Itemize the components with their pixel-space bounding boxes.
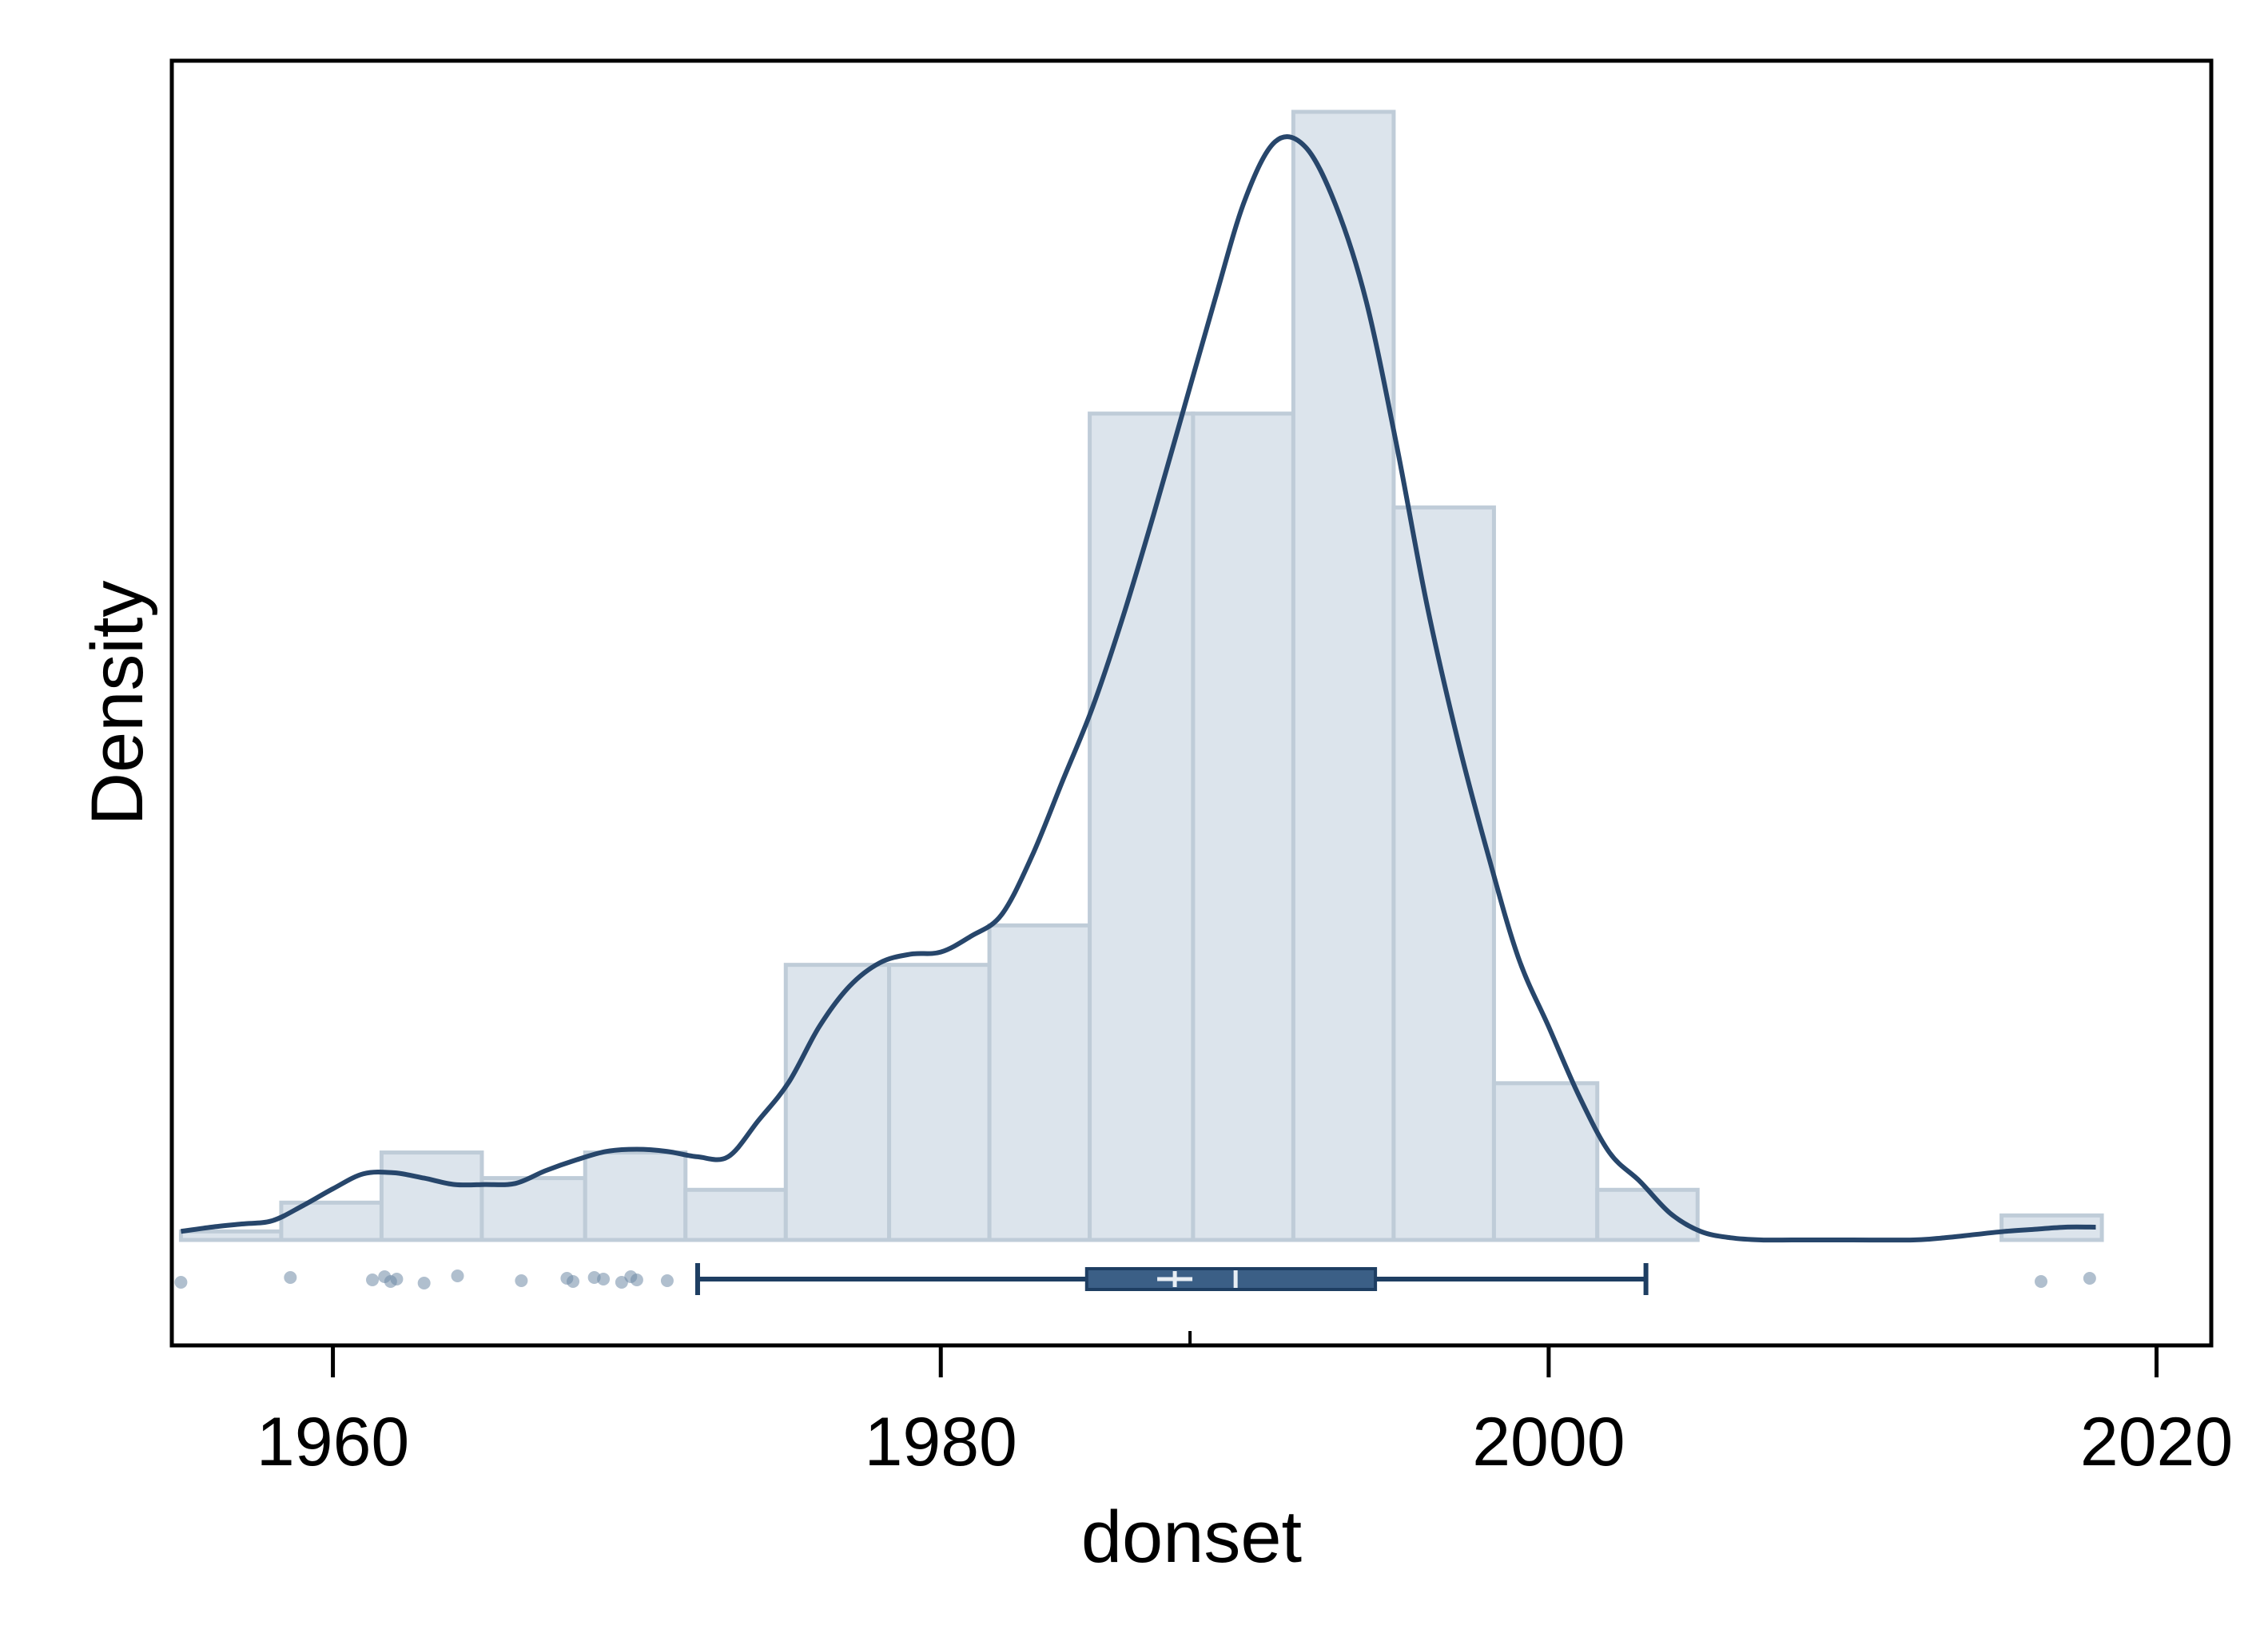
histogram-bar-5	[683, 1187, 788, 1242]
outlier-point-16	[660, 1274, 674, 1287]
histogram-bar-3	[479, 1176, 587, 1242]
histogram-bar-8	[987, 923, 1092, 1242]
x-tick-label-3: 2020	[2080, 1404, 2233, 1480]
outlier-point-6	[417, 1277, 431, 1289]
boxplot-box	[1084, 1267, 1378, 1291]
boxplot	[694, 1263, 1649, 1295]
x-tick-label-0: 1960	[257, 1404, 409, 1480]
x-axis: 1960 1980 2000 2020	[257, 1331, 2233, 1480]
outlier-point-0	[174, 1276, 188, 1289]
outlier-point-5	[390, 1273, 404, 1285]
kde-curve	[180, 134, 2096, 1243]
histogram-bar-2	[379, 1150, 484, 1242]
histogram-bar-4	[583, 1150, 688, 1242]
outlier-point-7	[451, 1270, 464, 1282]
histogram-bar-12	[1391, 505, 1496, 1242]
histogram-bar-13	[1491, 1081, 1600, 1242]
outlier-point-1	[284, 1271, 297, 1284]
histogram-bars	[178, 109, 2104, 1242]
histogram-bar-0	[178, 1229, 284, 1242]
histogram-bar-9	[1088, 411, 1196, 1242]
outlier-points	[174, 1270, 2096, 1289]
y-axis-title: Density	[77, 581, 158, 826]
x-tick-label-2: 2000	[1472, 1404, 1625, 1480]
outlier-point-18	[2083, 1272, 2096, 1285]
x-tick-label-1: 1980	[865, 1404, 1017, 1480]
outlier-point-2	[366, 1274, 380, 1286]
x-axis-title: donset	[1081, 1496, 1302, 1578]
outlier-point-12	[597, 1273, 611, 1285]
outlier-point-17	[2035, 1275, 2048, 1288]
histogram-bar-6	[783, 963, 892, 1242]
outlier-point-8	[515, 1274, 528, 1287]
histogram-bar-10	[1191, 411, 1295, 1242]
histogram-bar-7	[887, 963, 992, 1242]
outlier-point-15	[630, 1274, 643, 1286]
histogram-bar-14	[1595, 1187, 1700, 1242]
outlier-point-10	[567, 1275, 580, 1288]
histogram-bar-11	[1291, 109, 1396, 1242]
